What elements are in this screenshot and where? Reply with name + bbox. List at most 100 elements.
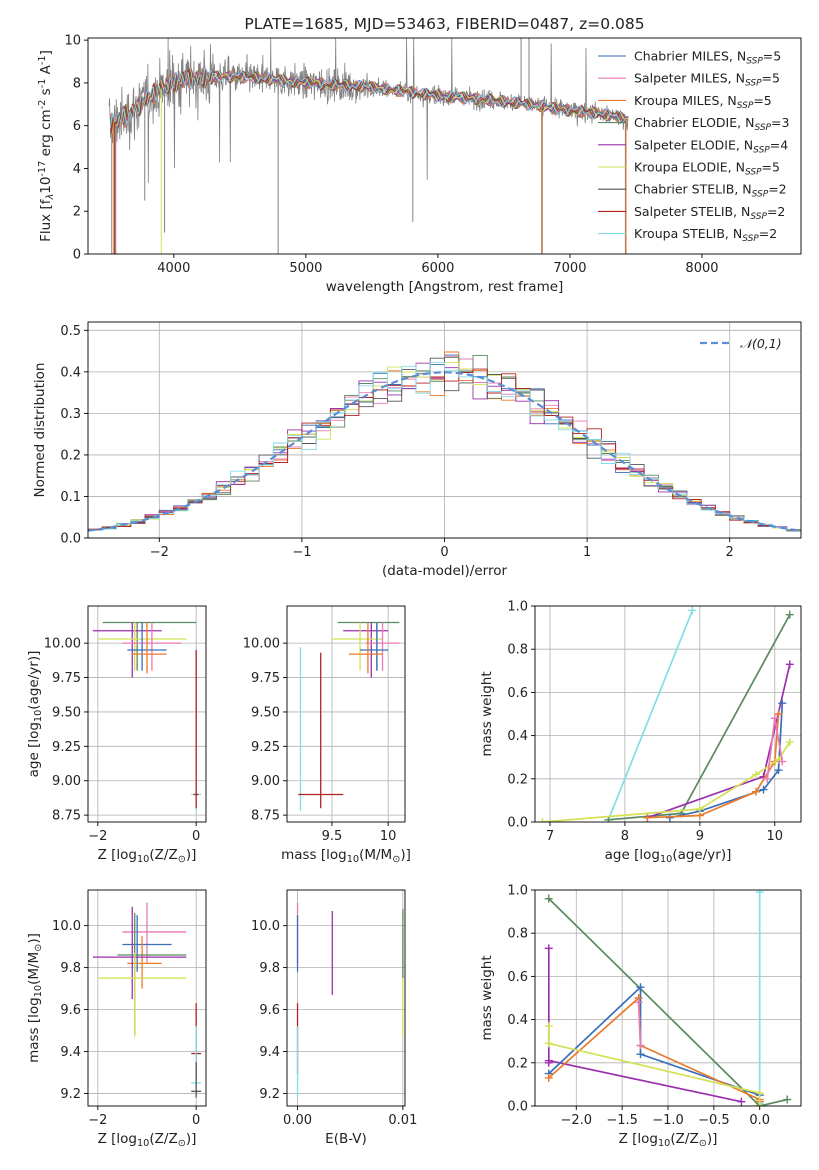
panel-4: 7 8 9 10 0.0 0.2 0.4 0.6 0.8 1.0 age [log10(age/yr… <box>479 600 802 865</box>
y-tick-label: 2 <box>73 205 81 220</box>
axes-decor: −2 0 9.2 9.4 9.6 9.8 10.0 Z [log10(Z/Z⊙)] mass [… <box>26 889 207 1149</box>
weight-marker <box>785 660 794 669</box>
y-tick-label: 0.0 <box>507 1100 528 1115</box>
x-tick-label: −2 <box>88 829 107 844</box>
axes-decor: −2 −1 0 1 2 0.0 0.1 0.2 0.3 0.4 0.5 (data-model)/er… <box>32 321 802 579</box>
x-axis-label: Z [log10(Z/Z⊙)] <box>98 847 197 865</box>
x-tick-label: 0.0 <box>749 1113 770 1128</box>
model-spectrum-8 <box>109 66 629 128</box>
y-tick-label: 0.8 <box>507 927 528 942</box>
y-axis-label: mass weight <box>479 955 495 1040</box>
axes-decor: 0.00 0.01 9.2 9.4 9.6 9.8 10.0 E(B-V) <box>251 889 417 1147</box>
panel-5: −2 0 9.2 9.4 9.6 9.8 10.0 Z [log10(Z/Z⊙)] mass [… <box>26 889 207 1149</box>
legend-entry: Salpeter STELIB, NSSP=2 <box>634 204 785 222</box>
x-tick-label: 9 <box>696 829 704 844</box>
axes-frame <box>87 37 802 255</box>
y-tick-label: 10 <box>64 34 81 49</box>
x-axis-label: E(B-V) <box>325 1131 367 1147</box>
legend-entry: Chabrier STELIB, NSSP=2 <box>634 182 787 200</box>
weight-line-3 <box>669 703 784 819</box>
weight-marker <box>774 710 783 718</box>
normal-reference-curve <box>88 371 801 532</box>
weight-line-2 <box>647 664 791 819</box>
legend: 𝒩(0,1) <box>700 336 782 351</box>
y-tick-label: 8 <box>73 76 81 91</box>
chart-title: PLATE=1685, MJD=53463, FIBERID=0487, z=0… <box>244 15 644 33</box>
weight-marker <box>538 818 547 822</box>
y-tick-label: 9.75 <box>251 671 280 686</box>
model-spectrum-5 <box>109 66 628 135</box>
y-tick-label: 0.2 <box>507 1056 528 1071</box>
y-tick-label: 1.0 <box>507 884 528 899</box>
x-tick-label: −2 <box>88 1113 107 1128</box>
y-axis-label: Normed distribution <box>32 363 48 498</box>
panel-2: −2 0 8.75 9.00 9.25 9.50 9.75 10.00 Z [log10(Z/Z… <box>26 605 207 865</box>
y-tick-label: 10.0 <box>52 919 81 934</box>
y-tick-label: 9.25 <box>52 740 81 755</box>
weight-marker <box>544 894 553 903</box>
weight-marker <box>544 1073 553 1082</box>
axes-decor: 7 8 9 10 0.0 0.2 0.4 0.6 0.8 1.0 age [log10(age/yr… <box>479 600 802 865</box>
y-tick-label: 0.2 <box>60 448 81 463</box>
x-tick-label: −2 <box>150 545 169 560</box>
y-tick-label: 10.00 <box>44 637 81 652</box>
y-tick-label: 4 <box>73 162 81 177</box>
y-tick-label: 9.2 <box>60 1087 81 1102</box>
y-axis-label: age [log10(age/yr)] <box>26 651 44 778</box>
weight-marker <box>634 998 643 1007</box>
plot-area <box>296 902 404 1098</box>
axes-frame <box>534 605 802 823</box>
plot-area <box>92 902 202 1098</box>
x-tick-label: −1 <box>292 545 311 560</box>
plot-area <box>108 38 629 254</box>
legend-entry: Kroupa MILES, NSSP=5 <box>634 93 772 111</box>
y-tick-label: 0.3 <box>60 407 81 422</box>
y-axis-label: Flux [fλ10-17 erg cm-2 s-1 A-1] <box>37 50 56 242</box>
weight-marker <box>544 1022 553 1031</box>
x-axis-label: age [log10(age/yr)] <box>605 847 732 865</box>
weight-marker <box>643 813 652 822</box>
axes-decor: 9.5 10 8.75 9.00 9.25 9.50 9.75 10.00 mass [log1… <box>243 605 411 865</box>
legend-entry: Kroupa STELIB, NSSP=2 <box>634 226 777 244</box>
y-tick-label: 10.0 <box>251 919 280 934</box>
legend-entry: Chabrier MILES, NSSP=5 <box>634 49 781 67</box>
weight-marker <box>763 774 772 783</box>
legend-entry: Salpeter MILES, NSSP=5 <box>634 71 780 89</box>
x-tick-label: 10 <box>767 829 784 844</box>
axes-decor: −2.0 −1.5 −1.0 −0.5 0.0 0.0 0.2 0.4 0.6 0.8 1.0 Z [… <box>479 884 802 1149</box>
axes-decor: −2 0 8.75 9.00 9.25 9.50 9.75 10.00 Z [log10(Z/Z… <box>26 605 207 865</box>
x-tick-label: 6000 <box>421 261 454 276</box>
y-tick-label: 9.8 <box>60 961 81 976</box>
weight-marker <box>759 785 768 794</box>
x-tick-label: 9.5 <box>322 829 343 844</box>
y-tick-label: 9.25 <box>251 740 280 755</box>
x-tick-label: 10 <box>380 829 397 844</box>
y-tick-label: 0 <box>73 248 81 263</box>
x-tick-label: 8 <box>621 829 629 844</box>
weight-marker <box>785 610 794 619</box>
x-axis-label: Z [log10(Z/Z⊙)] <box>98 1131 197 1149</box>
y-tick-label: 0.6 <box>507 686 528 701</box>
y-axis-label: mass [log10(M/M⊙)] <box>26 933 44 1063</box>
x-tick-label: 0 <box>440 545 448 560</box>
panel-6: 0.00 0.01 9.2 9.4 9.6 9.8 10.0 E(B-V) <box>251 889 417 1147</box>
weight-line-4 <box>647 713 780 819</box>
weight-line-5 <box>547 1026 761 1106</box>
y-tick-label: 0.0 <box>60 532 81 547</box>
x-tick-label: 4000 <box>157 261 190 276</box>
plot-area <box>298 621 400 811</box>
panel-7: −2.0 −1.5 −1.0 −0.5 0.0 0.0 0.2 0.4 0.6 0.8 1.0 Z [… <box>479 884 802 1149</box>
panel-1: −2 −1 0 1 2 0.0 0.1 0.2 0.3 0.4 0.5 (data-model)/er… <box>32 321 802 579</box>
weight-marker <box>636 983 645 992</box>
x-tick-label: 7 <box>546 829 554 844</box>
y-tick-label: 0.4 <box>507 1013 528 1028</box>
plot-area <box>544 890 792 1106</box>
weight-marker <box>636 1050 645 1059</box>
y-tick-label: 9.6 <box>60 1003 81 1018</box>
x-tick-label: −2.0 <box>560 1113 592 1128</box>
plot-area <box>538 606 794 822</box>
y-tick-label: 0.2 <box>507 772 528 787</box>
weight-marker <box>755 1102 764 1106</box>
weight-marker <box>778 699 787 708</box>
